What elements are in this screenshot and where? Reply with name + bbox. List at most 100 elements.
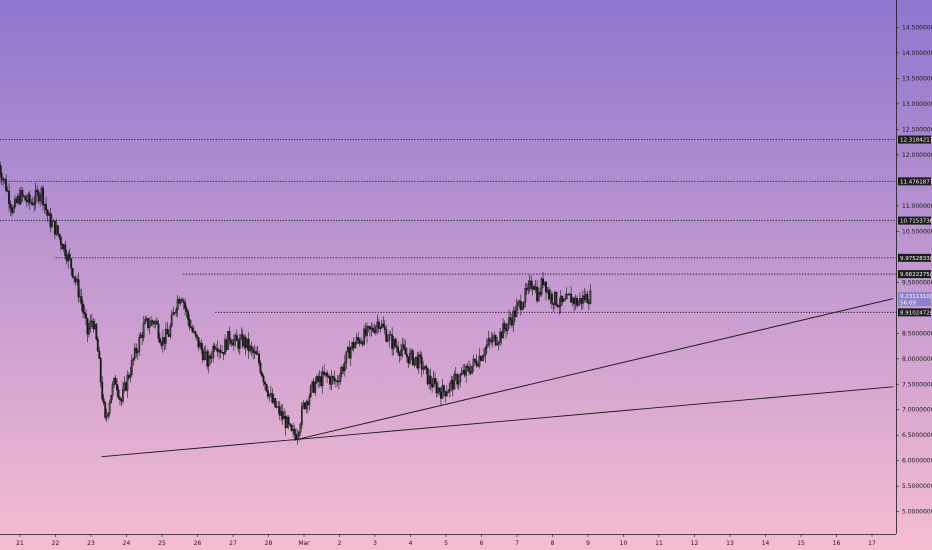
- horizontal-levels: [0, 139, 896, 313]
- candle: [85, 308, 87, 326]
- candle: [363, 325, 366, 346]
- y-tick-label: 12.5000000: [902, 126, 932, 133]
- level-price-label: 9.9752833(: [900, 256, 932, 262]
- candle: [266, 386, 269, 400]
- candle: [561, 295, 564, 306]
- candle: [343, 354, 346, 377]
- candle: [262, 373, 265, 386]
- candle: [77, 272, 80, 303]
- candle: [336, 374, 339, 387]
- level-price-tag: [898, 177, 931, 186]
- x-tick-label: 12: [691, 540, 699, 547]
- candle: [494, 334, 497, 347]
- candle: [151, 319, 154, 327]
- y-tick-label: 5.0000000: [902, 509, 932, 516]
- candle: [116, 378, 118, 397]
- current-price-tag: [898, 292, 931, 307]
- candle: [394, 337, 397, 348]
- candle: [144, 316, 147, 325]
- candle: [195, 334, 198, 341]
- candle: [332, 375, 334, 385]
- candle: [558, 298, 561, 315]
- candle: [28, 191, 31, 210]
- level-price-label: 9.6622275(: [900, 272, 932, 278]
- candle: [130, 354, 133, 377]
- candle: [200, 339, 203, 354]
- x-tick-label: 4: [409, 540, 413, 547]
- candle: [337, 375, 340, 390]
- x-tick-label: 11: [655, 540, 663, 547]
- candle: [327, 373, 330, 379]
- candle: [406, 346, 408, 363]
- candle: [555, 291, 558, 307]
- level-price-tag: [898, 135, 931, 144]
- candle: [286, 415, 289, 429]
- candle: [438, 387, 441, 396]
- level-price-tag: [898, 270, 931, 279]
- candle: [448, 381, 451, 398]
- x-tick-label: 15: [797, 540, 805, 547]
- x-tick-label: 25: [158, 540, 166, 547]
- candle: [502, 318, 505, 339]
- candle: [314, 377, 317, 397]
- candle: [258, 350, 260, 367]
- x-tick-label: 23: [87, 540, 95, 547]
- candle: [515, 298, 518, 318]
- candle: [185, 305, 188, 318]
- y-tick-label: 14.0000000: [902, 50, 932, 57]
- candle: [95, 322, 98, 341]
- candle: [509, 311, 512, 327]
- candle: [426, 367, 429, 386]
- candle: [255, 346, 258, 355]
- level-price-label: 11.4761877(: [900, 179, 932, 185]
- candle: [274, 397, 277, 409]
- candle: [184, 298, 187, 316]
- candle: [366, 322, 368, 344]
- candle: [261, 371, 263, 378]
- candle: [386, 334, 389, 343]
- candle: [228, 326, 231, 345]
- candle: [21, 187, 24, 202]
- x-tick-label: 24: [123, 540, 131, 547]
- candle: [126, 370, 129, 399]
- candle: [420, 352, 423, 378]
- candle-series: [0, 161, 592, 445]
- price-axis[interactable]: 14.5000000 14.0000000 13.5000000 13.0000000…: [896, 24, 932, 516]
- x-tick-label: 17: [868, 540, 876, 547]
- candle: [170, 310, 173, 328]
- candle: [445, 384, 448, 398]
- candle: [232, 333, 235, 351]
- candle: [83, 304, 86, 319]
- candle: [107, 411, 110, 420]
- trend-line-1[interactable]: [101, 386, 894, 458]
- candle: [357, 331, 360, 345]
- candle: [210, 350, 213, 364]
- candle: [330, 370, 333, 391]
- candle: [114, 374, 117, 385]
- candle: [124, 381, 127, 392]
- candle: [299, 421, 302, 436]
- candle: [309, 384, 312, 398]
- candle: [429, 368, 432, 391]
- candle: [456, 372, 459, 389]
- x-tick-label: 21: [16, 540, 24, 547]
- candle: [111, 381, 114, 400]
- candle: [181, 296, 184, 302]
- candle: [49, 207, 52, 233]
- candle: [472, 354, 475, 372]
- candle: [358, 337, 361, 347]
- candle: [238, 333, 241, 355]
- trend-line-2[interactable]: [293, 298, 894, 441]
- candle: [158, 333, 161, 344]
- x-tick-label: 27: [229, 540, 237, 547]
- candle: [308, 393, 311, 411]
- time-axis[interactable]: 21 22 23 24 25 26 27 28 Mar 2 3 4 5 6 7 8 9 10 11 12 13 14 15 1…: [16, 534, 876, 547]
- candle: [59, 234, 62, 251]
- candle: [34, 182, 37, 210]
- candle: [89, 314, 92, 333]
- y-tick-label: 7.5000000: [902, 381, 932, 388]
- y-tick-label: 11.0000000: [902, 203, 932, 210]
- candle: [268, 393, 271, 402]
- candle: [45, 197, 47, 215]
